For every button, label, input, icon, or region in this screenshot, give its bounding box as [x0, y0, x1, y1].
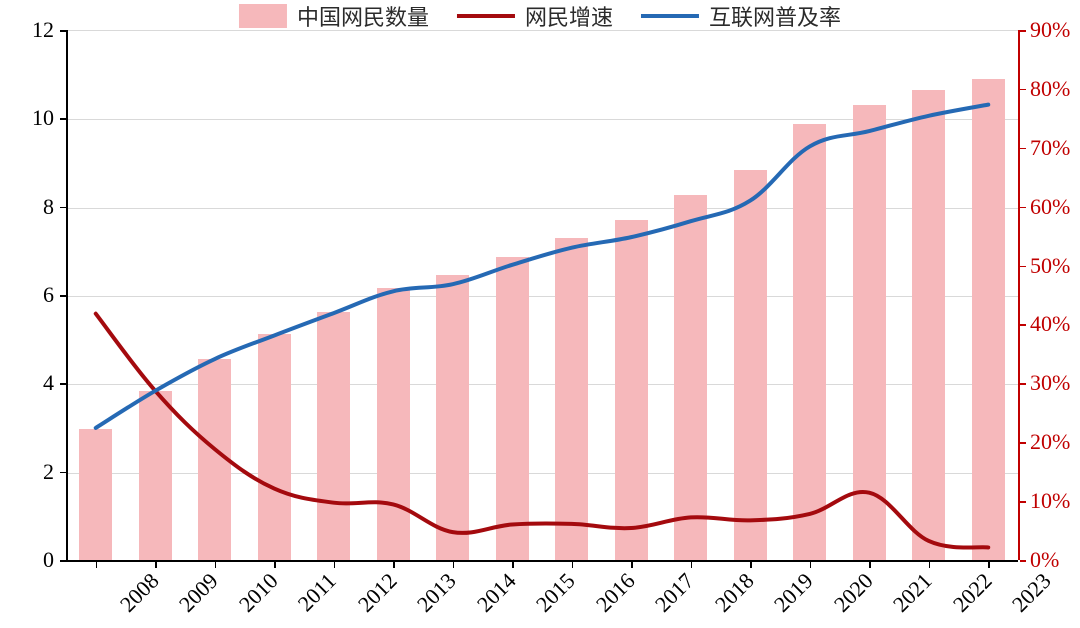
y-right-tick-label: 80%: [1030, 76, 1070, 102]
y-right-tick-label: 20%: [1030, 429, 1070, 455]
x-tick: [750, 562, 752, 568]
x-tick-label: 2021: [888, 568, 937, 617]
y-right-tick: [1020, 560, 1026, 562]
y-right-tick: [1020, 207, 1026, 209]
chart: 0 2 4 6 8 10 12 0% 10% 20% 30% 40% 50% 60% 70% 80% 90% 20…: [0, 0, 1080, 628]
bar: [496, 257, 529, 561]
bar: [317, 312, 350, 561]
plot-area: [66, 30, 1018, 561]
y-left-tick: [60, 207, 66, 209]
x-tick-label: 2009: [174, 568, 223, 617]
y-right-tick: [1020, 442, 1026, 444]
legend-swatch-bar: [239, 4, 287, 28]
y-right-tick: [1020, 501, 1026, 503]
x-tick-label: 2018: [710, 568, 759, 617]
bar: [555, 238, 588, 561]
legend-item: 互联网普及率: [641, 0, 841, 32]
y-left-tick: [60, 30, 66, 32]
y-right-tick: [1020, 383, 1026, 385]
x-tick-label: 2011: [293, 568, 342, 617]
x-tick: [929, 562, 931, 568]
bar: [436, 275, 469, 561]
legend-swatch-line: [641, 14, 699, 18]
y-left-tick-label: 6: [43, 282, 54, 308]
y-left-tick: [60, 118, 66, 120]
y-left-tick: [60, 472, 66, 474]
y-right-tick: [1020, 266, 1026, 268]
legend-item: 中国网民数量: [239, 0, 429, 32]
legend-label: 互联网普及率: [709, 0, 841, 32]
y-right-tick: [1020, 89, 1026, 91]
x-tick: [869, 562, 871, 568]
y-left-tick-label: 4: [43, 370, 54, 396]
x-tick: [155, 562, 157, 568]
x-tick-label: 2023: [1007, 568, 1056, 617]
y-left-tick-label: 8: [43, 194, 54, 220]
x-tick-label: 2012: [353, 568, 402, 617]
x-tick: [334, 562, 336, 568]
x-tick: [572, 562, 574, 568]
x-tick-label: 2013: [412, 568, 461, 617]
bar: [674, 195, 707, 561]
x-tick-label: 2022: [948, 568, 997, 617]
y-left-tick-label: 2: [43, 459, 54, 485]
x-tick-label: 2017: [650, 568, 699, 617]
bar: [972, 79, 1005, 561]
bar: [198, 359, 231, 561]
y-right-tick: [1020, 324, 1026, 326]
legend: 中国网民数量 网民增速 互联网普及率: [239, 0, 841, 32]
x-tick-label: 2015: [531, 568, 580, 617]
legend-label: 中国网民数量: [297, 0, 429, 32]
bar: [615, 220, 648, 561]
y-left-tick-label: 0: [43, 547, 54, 573]
x-tick: [691, 562, 693, 568]
y-right-tick-label: 40%: [1030, 311, 1070, 337]
y-right-tick-label: 30%: [1030, 370, 1070, 396]
x-tick: [810, 562, 812, 568]
legend-label: 网民增速: [525, 0, 613, 32]
y-axis-right: [1018, 30, 1020, 560]
y-left-tick-label: 10: [32, 105, 54, 131]
y-left-tick-label: 12: [32, 17, 54, 43]
y-right-tick-label: 70%: [1030, 135, 1070, 161]
x-tick-label: 2019: [769, 568, 818, 617]
x-tick: [631, 562, 633, 568]
legend-swatch-line: [457, 14, 515, 18]
legend-item: 网民增速: [457, 0, 613, 32]
x-tick: [215, 562, 217, 568]
x-tick-label: 2008: [115, 568, 164, 617]
x-tick: [988, 562, 990, 568]
y-right-tick-label: 60%: [1030, 194, 1070, 220]
bar: [912, 90, 945, 561]
x-tick-label: 2016: [591, 568, 640, 617]
x-tick: [453, 562, 455, 568]
bar: [793, 124, 826, 561]
bar: [853, 105, 886, 561]
bar: [258, 334, 291, 561]
y-axis-left: [66, 30, 68, 560]
x-tick: [393, 562, 395, 568]
x-tick: [274, 562, 276, 568]
x-tick-label: 2014: [472, 568, 521, 617]
y-right-tick-label: 10%: [1030, 488, 1070, 514]
y-right-tick-label: 50%: [1030, 253, 1070, 279]
bar: [139, 391, 172, 561]
bar: [79, 429, 112, 561]
x-axis: [66, 560, 1018, 562]
bar: [734, 170, 767, 561]
bar: [377, 288, 410, 561]
y-right-tick: [1020, 30, 1026, 32]
y-left-tick: [60, 383, 66, 385]
x-tick-label: 2010: [234, 568, 283, 617]
y-left-tick: [60, 295, 66, 297]
y-right-tick: [1020, 148, 1026, 150]
y-right-tick-label: 90%: [1030, 17, 1070, 43]
x-tick: [96, 562, 98, 568]
x-tick-label: 2020: [829, 568, 878, 617]
y-right-tick-label: 0%: [1030, 547, 1059, 573]
x-tick: [512, 562, 514, 568]
